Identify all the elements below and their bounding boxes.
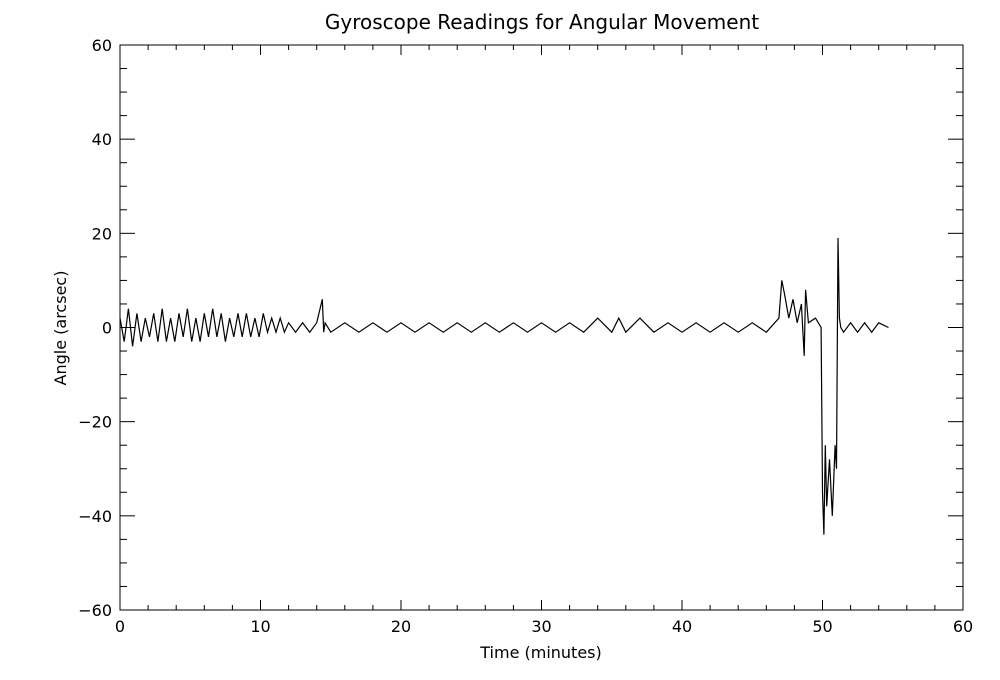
x-tick-label: 0: [115, 617, 125, 636]
y-tick-label: −40: [78, 507, 112, 526]
y-tick-label: 60: [92, 36, 112, 55]
axis-tick-labels: 0 10 20 30 40 50 60 −60 −40 −20 0 20 40 60: [78, 36, 973, 636]
series-group: [119, 237, 889, 535]
x-axis-title: Time (minutes): [479, 643, 602, 662]
x-tick-label: 50: [812, 617, 832, 636]
x-tick-label: 20: [391, 617, 411, 636]
plot-frame: [119, 44, 964, 611]
y-tick-label: 40: [92, 130, 112, 149]
y-tick-label: −60: [78, 601, 112, 620]
series-line: [119, 237, 889, 535]
x-tick-label: 10: [250, 617, 270, 636]
y-axis-title: Angle (arcsec): [51, 271, 70, 386]
x-tick-label: 30: [531, 617, 551, 636]
x-tick-label: 60: [953, 617, 973, 636]
y-tick-label: 20: [92, 224, 112, 243]
y-tick-label: −20: [78, 413, 112, 432]
y-tick-label: 0: [102, 319, 112, 338]
axis-ticks: [119, 44, 964, 611]
x-tick-label: 40: [672, 617, 692, 636]
chart-title: Gyroscope Readings for Angular Movement: [325, 10, 759, 34]
